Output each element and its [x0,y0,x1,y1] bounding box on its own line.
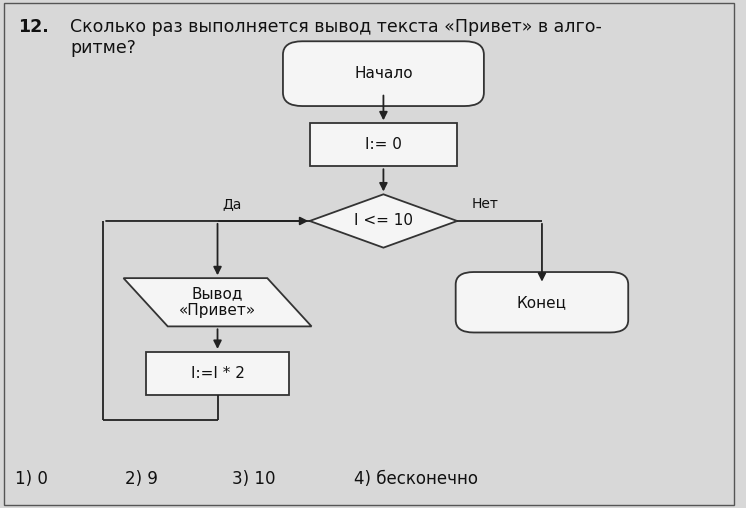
Text: I <= 10: I <= 10 [354,213,413,229]
Text: I:= 0: I:= 0 [365,137,402,152]
Text: I:=I * 2: I:=I * 2 [190,366,245,381]
Text: Сколько раз выполняется вывод текста «Привет» в алго-
ритме?: Сколько раз выполняется вывод текста «Пр… [70,18,602,56]
Bar [145,352,289,395]
Bar [310,123,457,167]
Text: Конец: Конец [517,295,567,310]
Text: 1) 0: 1) 0 [15,470,48,488]
Text: 2) 9: 2) 9 [125,470,158,488]
Text: 4) бесконечно: 4) бесконечно [354,470,478,488]
Text: Да: Да [222,197,242,211]
Polygon shape [310,195,457,248]
FancyBboxPatch shape [283,41,484,106]
Text: 3) 10: 3) 10 [232,470,276,488]
Text: Начало: Начало [354,66,413,81]
Text: Вывод
«Привет»: Вывод «Привет» [179,286,256,319]
Text: Нет: Нет [472,197,499,211]
Polygon shape [124,278,312,326]
Text: 12.: 12. [19,18,49,36]
FancyBboxPatch shape [456,272,628,333]
